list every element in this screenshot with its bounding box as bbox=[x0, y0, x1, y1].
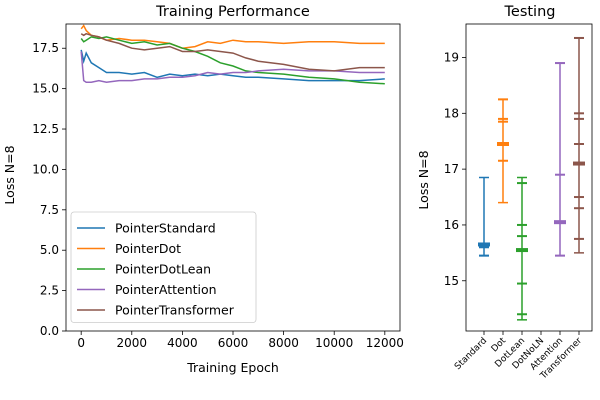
y-tick-label: 5.0 bbox=[40, 243, 59, 257]
y-tick-label: 17 bbox=[444, 162, 459, 176]
x-tick-label: 12000 bbox=[366, 336, 404, 350]
legend-label-pointertransformer: PointerTransformer bbox=[115, 303, 235, 318]
y-tick-label: 18 bbox=[444, 106, 459, 120]
series-line-pointerdotlean bbox=[80, 36, 385, 85]
chart-title-training: Training Performance bbox=[155, 4, 310, 20]
testing-plot-area bbox=[478, 36, 585, 321]
y-tick-label: 19 bbox=[444, 50, 459, 64]
y-axis-label-testing: Loss N=8 bbox=[416, 150, 431, 209]
y-tick-label: 10.0 bbox=[32, 162, 59, 176]
series-line-pointertransformer bbox=[80, 32, 385, 72]
x-tick-label-standard: Standard bbox=[453, 336, 489, 372]
legend: PointerStandard PointerDot PointerDotLean P… bbox=[70, 211, 257, 323]
errorbar-dotlean bbox=[516, 176, 528, 321]
y-tick-label: 0.0 bbox=[40, 324, 59, 338]
training-plot-area bbox=[80, 24, 385, 85]
x-tick-label: 4000 bbox=[167, 336, 198, 350]
y-tick-label: 15 bbox=[444, 274, 459, 288]
series-line-pointerstandard bbox=[80, 49, 385, 82]
x-tick-label: 6000 bbox=[218, 336, 249, 350]
y-tick-label: 17.5 bbox=[32, 41, 59, 55]
y-tick-label: 2.5 bbox=[40, 284, 59, 298]
x-tick-label: 2000 bbox=[117, 336, 148, 350]
x-tick-label: 0 bbox=[77, 336, 85, 350]
x-tick-label: 10000 bbox=[315, 336, 353, 350]
x-tick-label: 8000 bbox=[268, 336, 299, 350]
series-line-pointerdot bbox=[80, 24, 385, 49]
legend-label-pointerdot: PointerDot bbox=[115, 241, 181, 256]
chart-title-testing: Testing bbox=[504, 4, 556, 20]
legend-label-pointerattention: PointerAttention bbox=[115, 282, 217, 297]
legend-frame bbox=[70, 211, 257, 323]
y-tick-label: 7.5 bbox=[40, 203, 59, 217]
errorbar-attention bbox=[554, 62, 566, 257]
y-axis-label-training: Loss N=8 bbox=[2, 145, 17, 204]
training-axes: 0 2000 4000 6000 8000 10000 12000 0.0 2.5 5.0 7.5 1… bbox=[32, 23, 404, 350]
errorbar-dot bbox=[497, 98, 509, 204]
x-axis-label-training: Training Epoch bbox=[186, 360, 279, 375]
y-tick-label: 16 bbox=[444, 218, 459, 232]
y-tick-label: 12.5 bbox=[32, 122, 59, 136]
errorbar-standard bbox=[478, 176, 490, 257]
legend-label-pointerdotlean: PointerDotLean bbox=[115, 262, 211, 277]
errorbar-transformer bbox=[573, 36, 585, 254]
legend-label-pointerstandard: PointerStandard bbox=[115, 221, 216, 236]
series-line-pointerattention bbox=[80, 51, 385, 83]
testing-axes-frame bbox=[465, 23, 593, 332]
y-tick-label: 15.0 bbox=[32, 82, 59, 96]
training-performance-panel: Training Performance 0 2000 4000 6000 8000 10… bbox=[2, 4, 404, 375]
